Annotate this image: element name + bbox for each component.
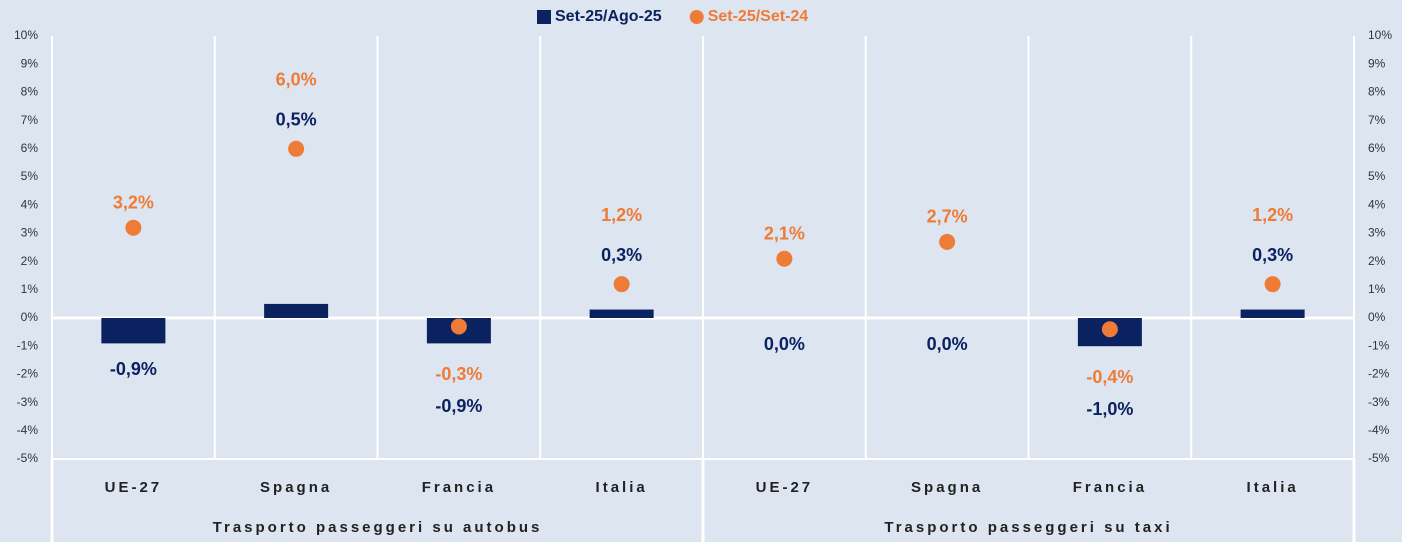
y-tick-label: 4%	[21, 197, 39, 211]
y-tick-label: -4%	[17, 423, 39, 437]
y2-tick-label: 4%	[1368, 197, 1386, 211]
y2-tick-label: 5%	[1368, 169, 1386, 183]
scatter-point	[288, 140, 305, 157]
legend-marker	[537, 10, 551, 24]
x-tick-label: Francia	[422, 479, 496, 496]
bar-value-label: -0,9%	[110, 359, 157, 379]
y2-tick-label: 2%	[1368, 254, 1386, 268]
bar-value-label: 0,0%	[927, 334, 968, 354]
scatter-point	[125, 219, 142, 236]
bar-value-label: 0,3%	[601, 245, 642, 265]
bar-value-label: -0,9%	[435, 396, 482, 416]
x-tick-label: Spagna	[260, 479, 332, 496]
scatter-point	[613, 276, 630, 293]
x-tick-label: UE-27	[756, 479, 814, 496]
y2-tick-label: -1%	[1368, 338, 1390, 352]
scatter-point	[1264, 276, 1281, 293]
x-tick-label: Italia	[1247, 479, 1299, 496]
y2-tick-label: 10%	[1368, 28, 1392, 42]
y2-tick-label: 9%	[1368, 56, 1386, 70]
y-tick-label: 7%	[21, 113, 39, 127]
bar	[589, 309, 654, 318]
y-tick-label: 9%	[21, 56, 39, 70]
y-tick-label: 5%	[21, 169, 39, 183]
legend-label: Set-25/Ago-25	[555, 8, 662, 25]
point-value-label: 1,2%	[1252, 205, 1293, 225]
y2-tick-label: 6%	[1368, 141, 1386, 155]
x-tick-label: Francia	[1073, 479, 1147, 496]
point-value-label: 6,0%	[276, 70, 317, 90]
bar-value-label: 0,3%	[1252, 245, 1293, 265]
y2-tick-label: 8%	[1368, 85, 1386, 99]
bar-value-label: -1,0%	[1086, 399, 1133, 419]
x-tick-label: Spagna	[911, 479, 983, 496]
bar	[1240, 309, 1305, 318]
y2-tick-label: 7%	[1368, 113, 1386, 127]
y2-tick-label: -4%	[1368, 423, 1390, 437]
group-label: Trasporto passeggeri su autobus	[213, 519, 543, 536]
bar-value-label: 0,5%	[276, 110, 317, 130]
bar-value-label: 0,0%	[764, 334, 805, 354]
y2-tick-label: 1%	[1368, 282, 1386, 296]
point-value-label: 2,1%	[764, 224, 805, 244]
point-value-label: 2,7%	[927, 207, 968, 227]
bar	[101, 318, 166, 344]
y2-tick-label: -2%	[1368, 367, 1390, 381]
y-tick-label: 10%	[14, 28, 38, 42]
y2-tick-label: 0%	[1368, 310, 1386, 324]
y2-tick-label: -5%	[1368, 451, 1390, 465]
y-tick-label: 2%	[21, 254, 39, 268]
y-tick-label: -1%	[17, 338, 39, 352]
y-tick-label: 6%	[21, 141, 39, 155]
y2-tick-label: 3%	[1368, 226, 1386, 240]
point-value-label: -0,4%	[1086, 367, 1133, 387]
y-tick-label: 3%	[21, 226, 39, 240]
legend-label: Set-25/Set-24	[708, 8, 809, 25]
point-value-label: 1,2%	[601, 205, 642, 225]
legend-marker	[689, 10, 704, 24]
scatter-point	[776, 250, 793, 267]
scatter-point	[450, 318, 467, 335]
y2-tick-label: -3%	[1368, 395, 1390, 409]
y-tick-label: 1%	[21, 282, 39, 296]
x-tick-label: UE-27	[105, 479, 163, 496]
point-value-label: 3,2%	[113, 193, 154, 213]
group-label: Trasporto passeggeri su taxi	[884, 519, 1172, 536]
point-value-label: -0,3%	[435, 364, 482, 384]
y-tick-label: 0%	[21, 310, 39, 324]
scatter-point	[939, 233, 956, 250]
y-tick-label: -3%	[17, 395, 39, 409]
y-tick-label: 8%	[21, 85, 39, 99]
bar	[264, 303, 329, 318]
scatter-point	[1101, 321, 1118, 338]
x-tick-label: Italia	[596, 479, 648, 496]
y-tick-label: -2%	[17, 367, 39, 381]
y-tick-label: -5%	[17, 451, 39, 465]
